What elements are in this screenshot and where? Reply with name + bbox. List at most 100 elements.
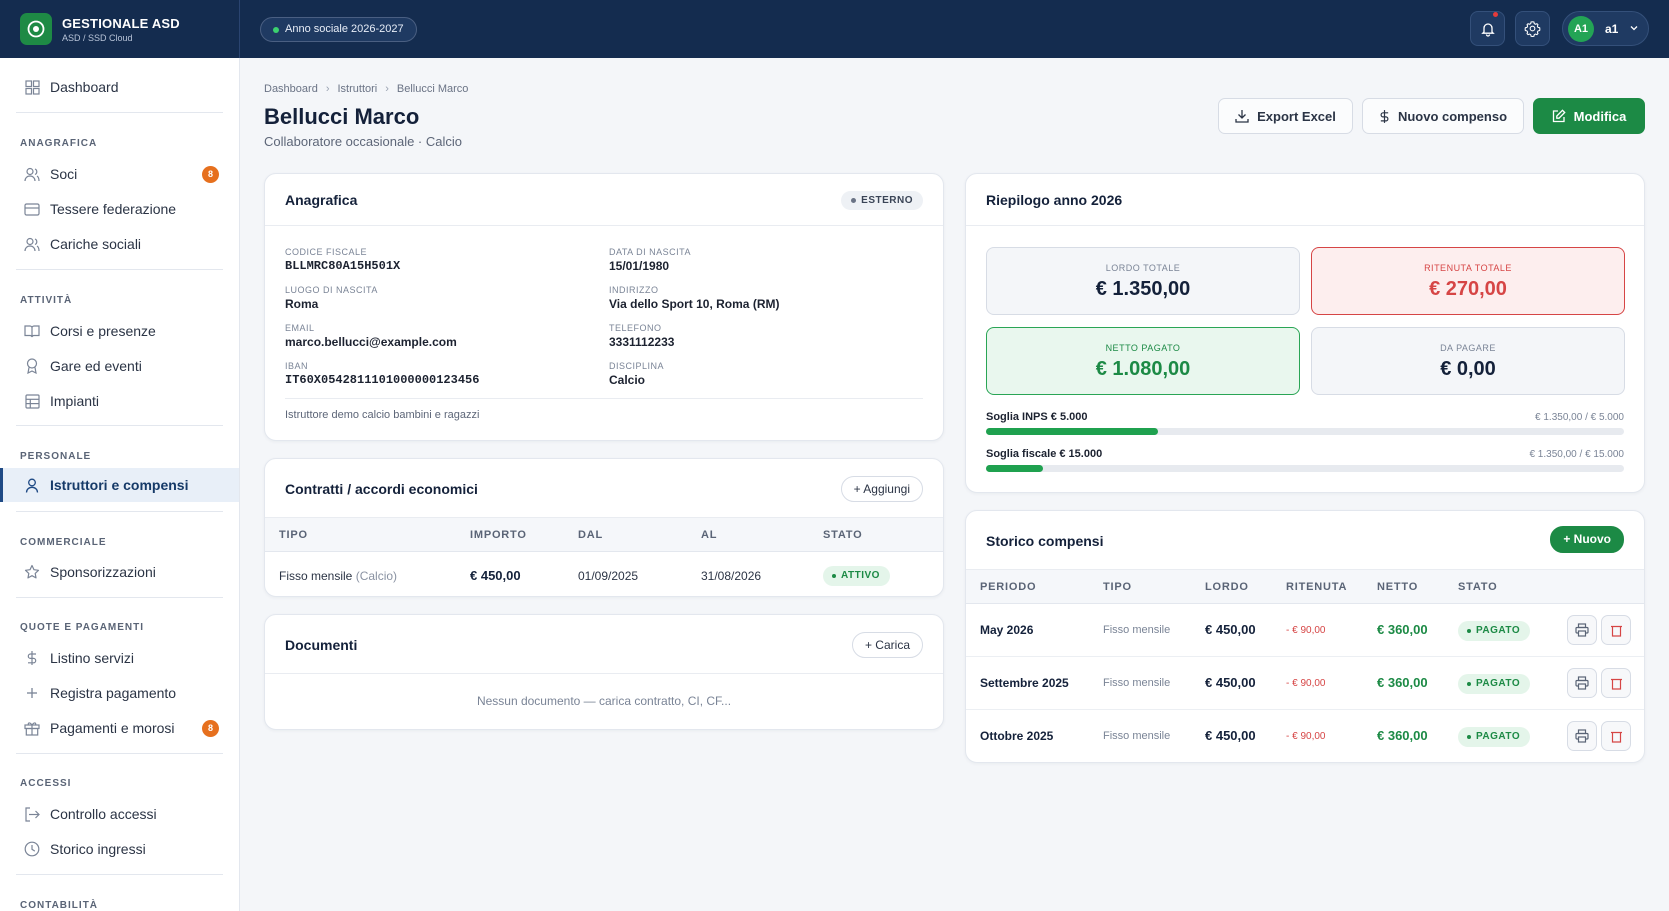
divider — [16, 753, 223, 754]
sidebar-item-pagamenti[interactable]: Pagamenti e morosi 8 — [0, 711, 239, 745]
field-label: DATA DI NASCITA — [609, 247, 692, 257]
trash-icon — [1610, 678, 1622, 690]
status-badge: ATTIVO — [823, 566, 890, 586]
divider — [16, 597, 223, 598]
dollar-icon — [24, 650, 40, 666]
sidebar-item-controllo[interactable]: Controllo accessi — [0, 797, 239, 831]
trash-icon — [1610, 625, 1622, 637]
delete-button[interactable] — [1601, 721, 1631, 751]
sidebar-label: Tessere federazione — [50, 201, 177, 217]
print-button[interactable] — [1567, 615, 1597, 645]
sidebar-item-gare[interactable]: Gare ed eventi — [0, 349, 239, 383]
codice-fiscale-value: BLLMRC80A15H501X — [285, 259, 401, 273]
kpi-label: RITENUTA TOTALE — [1424, 263, 1512, 273]
breadcrumb-item[interactable]: Istruttori — [337, 83, 378, 95]
sidebar-label: Corsi e presenze — [50, 323, 156, 339]
contract-type-text: Fisso mensile — [279, 569, 353, 583]
kpi-netto: NETTO PAGATO € 1.080,00 — [986, 327, 1300, 395]
table-row: Settembre 2025 Fisso mensile € 450,00 - … — [966, 657, 1644, 710]
card-header: Contratti / accordi economici + Aggiungi — [265, 459, 943, 518]
app-subtitle: ASD / SSD Cloud — [62, 33, 133, 43]
settings-button[interactable] — [1515, 11, 1550, 46]
inps-progress-bar — [986, 428, 1624, 435]
export-excel-button[interactable]: Export Excel — [1218, 98, 1353, 134]
fiscal-threshold-value: € 1.350,00 / € 15.000 — [1529, 449, 1624, 460]
sidebar-label: Storico ingressi — [50, 841, 146, 857]
kpi-lordo: LORDO TOTALE € 1.350,00 — [986, 247, 1300, 315]
sidebar-item-listino[interactable]: Listino servizi — [0, 641, 239, 675]
column-header: RITENUTA — [1286, 581, 1348, 593]
sidebar-item-corsi[interactable]: Corsi e presenze — [0, 314, 239, 348]
status-badge: PAGATO — [1458, 727, 1531, 747]
kpi-label: DA PAGARE — [1440, 343, 1496, 353]
contract-discipline: (Calcio) — [355, 569, 398, 583]
edit-button[interactable]: Modifica — [1533, 98, 1645, 134]
sidebar-item-soci[interactable]: Soci 8 — [0, 157, 239, 191]
section-anagrafica: ANAGRAFICA — [20, 138, 98, 149]
users-icon — [24, 166, 40, 182]
column-header: TIPO — [1103, 581, 1132, 593]
delete-button[interactable] — [1601, 668, 1631, 698]
table-header: TIPO IMPORTO DAL AL STATO — [265, 518, 943, 552]
login-icon — [24, 806, 40, 822]
kpi-ritenuta: RITENUTA TOTALE € 270,00 — [1311, 247, 1625, 315]
season-dot-icon — [273, 27, 279, 33]
period: May 2026 — [980, 623, 1034, 637]
inps-threshold-value: € 1.350,00 / € 5.000 — [1535, 412, 1624, 423]
sidebar-item-dashboard[interactable]: Dashboard — [0, 70, 239, 104]
sidebar-item-sponsor[interactable]: Sponsorizzazioni — [0, 555, 239, 589]
delete-button[interactable] — [1601, 615, 1631, 645]
sidebar-item-storico[interactable]: Storico ingressi — [0, 832, 239, 866]
phone-value: 3331112233 — [609, 335, 675, 349]
add-contract-button[interactable]: + Aggiungi — [840, 476, 923, 502]
breadcrumb-item[interactable]: Dashboard — [264, 83, 318, 95]
kpi-value: € 1.350,00 — [1095, 278, 1191, 300]
new-compensation-button[interactable]: Nuovo compenso — [1362, 98, 1524, 134]
gear-icon — [1524, 21, 1541, 37]
divider — [16, 425, 223, 426]
sidebar-item-istruttori[interactable]: Istruttori e compensi — [0, 468, 239, 502]
divider — [285, 398, 923, 399]
upload-document-button[interactable]: + Carica — [851, 632, 923, 658]
fiscal-progress-bar — [986, 465, 1624, 472]
table-icon — [24, 393, 40, 409]
season-selector[interactable]: Anno sociale 2026-2027 — [260, 17, 417, 42]
inps-progress-fill — [986, 428, 1159, 435]
kpi-value: € 1.080,00 — [1095, 358, 1191, 380]
summary-card: Riepilogo anno 2026 LORDO TOTALE € 1.350… — [965, 173, 1645, 493]
sidebar-label: Registra pagamento — [50, 685, 177, 701]
star-icon — [24, 564, 40, 580]
column-header: STATO — [1458, 581, 1498, 593]
dollar-icon — [1380, 109, 1389, 123]
award-icon — [24, 358, 40, 374]
sidebar-item-impianti[interactable]: Impianti — [0, 384, 239, 418]
sidebar-item-tessere[interactable]: Tessere federazione — [0, 192, 239, 226]
empty-state-text: Nessun documento — carica contratto, CI,… — [476, 694, 732, 708]
page-subtitle: Collaboratore occasionale · Calcio — [264, 134, 462, 149]
new-compensation-small-button[interactable]: + Nuovo — [1550, 526, 1624, 553]
sidebar-item-registra[interactable]: Registra pagamento — [0, 676, 239, 710]
kpi-value: € 0,00 — [1440, 358, 1496, 380]
brand[interactable]: GESTIONALE ASD ASD / SSD Cloud — [0, 0, 240, 58]
withholding: - € 90,00 — [1286, 678, 1326, 689]
email-value: marco.bellucci@example.com — [285, 335, 457, 349]
withholding: - € 90,00 — [1286, 625, 1326, 636]
kpi-value: € 270,00 — [1429, 278, 1507, 300]
gross: € 450,00 — [1205, 728, 1256, 743]
status-badge: PAGATO — [1458, 621, 1531, 641]
notification-dot — [1493, 12, 1498, 17]
sidebar-item-cariche[interactable]: Cariche sociali — [0, 227, 239, 261]
fiscal-threshold-label: Soglia fiscale € 15.000 — [986, 448, 1103, 460]
card-title: Riepilogo anno 2026 — [986, 192, 1123, 208]
section-contabilita: CONTABILITÀ — [20, 900, 99, 911]
trash-icon — [1610, 731, 1622, 743]
print-button[interactable] — [1567, 668, 1597, 698]
gift-icon — [24, 720, 40, 736]
user-menu[interactable]: A1 a1 — [1562, 11, 1649, 46]
notifications-button[interactable] — [1470, 11, 1505, 46]
print-button[interactable] — [1567, 721, 1597, 751]
field-label: INDIRIZZO — [609, 285, 659, 295]
sidebar-label: Dashboard — [50, 79, 119, 95]
app-name: GESTIONALE ASD — [62, 16, 180, 31]
column-header: NETTO — [1377, 581, 1419, 593]
